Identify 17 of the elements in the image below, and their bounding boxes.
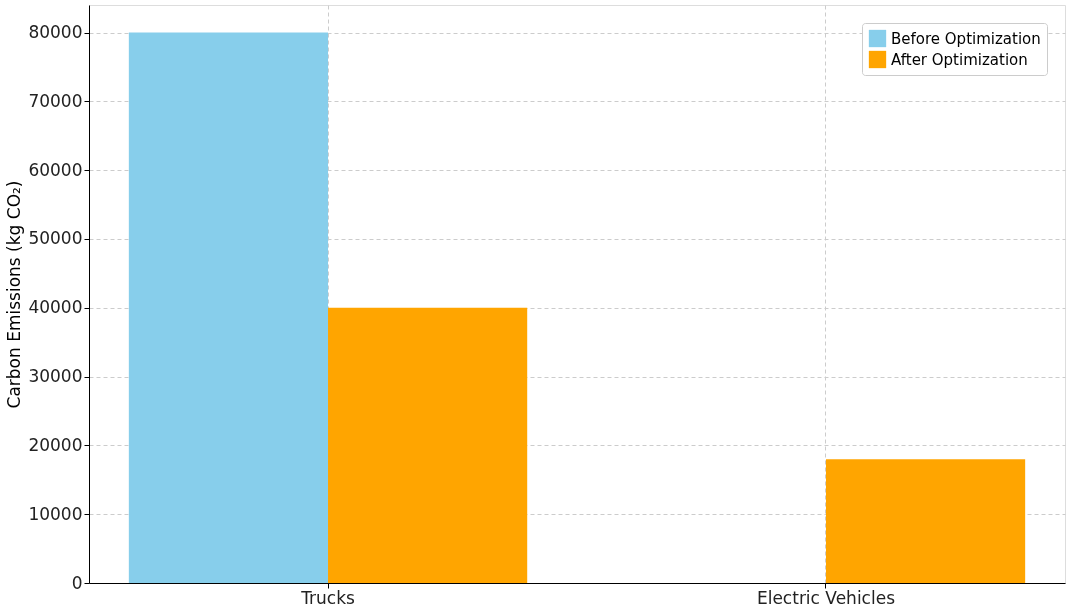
- legend-label: After Optimization: [891, 50, 1028, 69]
- x-tick-label: Trucks: [300, 587, 356, 608]
- y-tick-label: 20000: [28, 434, 83, 455]
- x-tick-label: Electric Vehicles: [756, 587, 896, 608]
- y-tick-label: 10000: [28, 503, 83, 524]
- y-tick-label: 0: [71, 572, 83, 593]
- bar: [328, 307, 528, 583]
- y-tick-label: 30000: [28, 366, 83, 387]
- y-tick-label: 50000: [28, 228, 83, 249]
- y-tick-label: 80000: [28, 22, 83, 43]
- bar: [128, 32, 329, 583]
- y-axis-title: Carbon Emissions (kg CO₂): [4, 180, 25, 409]
- bar: [825, 459, 1026, 583]
- y-tick-label: 40000: [28, 297, 83, 318]
- y-tick-label: 70000: [28, 90, 83, 111]
- legend-label: Before Optimization: [891, 29, 1041, 48]
- y-tick-label: 60000: [28, 159, 83, 180]
